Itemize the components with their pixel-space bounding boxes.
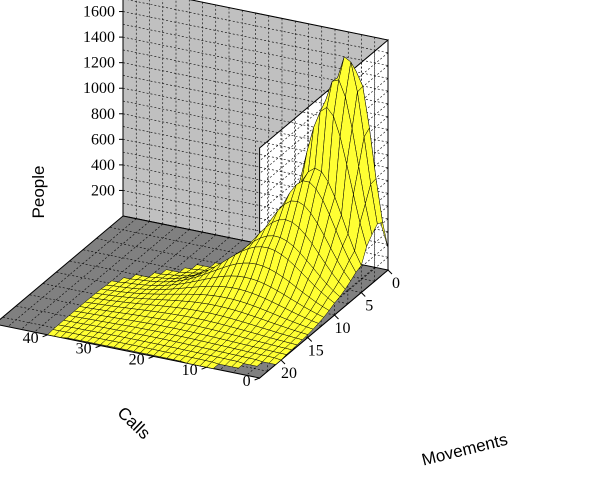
movements-tick-mark [334,314,339,320]
calls-tick-mark [148,355,154,359]
movements-tick-label: 10 [335,320,351,337]
movements-tick-label: 5 [365,298,373,315]
z-tick-label: 1600 [83,4,115,21]
z-tick-label: 400 [91,157,115,174]
z-tick-label: 1200 [83,55,115,72]
calls-tick-mark [95,345,101,349]
movements-tick-label: 0 [392,275,400,292]
calls-tick-mark [201,366,207,370]
surface-plot [47,56,389,369]
z-tick-label: 1400 [83,29,115,46]
grid-line [122,11,389,66]
movements-tick-mark [360,292,366,297]
movements-axis-ticks: 0 5 10 15 20 [280,269,400,382]
movements-tick-mark [307,337,313,342]
calls-tick-label: 30 [76,341,92,358]
calls-tick-label: 0 [243,373,251,390]
calls-tick-mark [254,377,260,381]
calls-axis-ticks: 01020304050 [23,330,260,390]
y-axis-label: Calls [114,403,154,443]
z-tick-label: 1000 [83,80,115,97]
z-axis-label: People [29,166,48,219]
calls-tick-label: 40 [23,330,39,347]
movements-tick-label: 20 [281,365,297,382]
movements-tick-mark [387,269,393,275]
calls-tick-mark [42,334,48,338]
surface-cell [231,361,245,369]
surface-cell [268,357,282,365]
calls-tick-label: 20 [129,351,145,368]
x-axis-label: Movements [420,430,510,470]
grid-line [190,0,389,41]
calls-tick-label: 10 [182,362,198,379]
grid-line [127,0,389,54]
z-tick-label: 600 [91,131,115,148]
movements-tick-mark [280,359,286,365]
z-axis-ticks: 20040060080010001200140016001800 [83,4,123,199]
z-tick-label: 200 [91,182,115,199]
z-tick-label: 800 [91,106,115,123]
movements-tick-label: 15 [308,343,324,360]
surface-cell [249,359,263,367]
